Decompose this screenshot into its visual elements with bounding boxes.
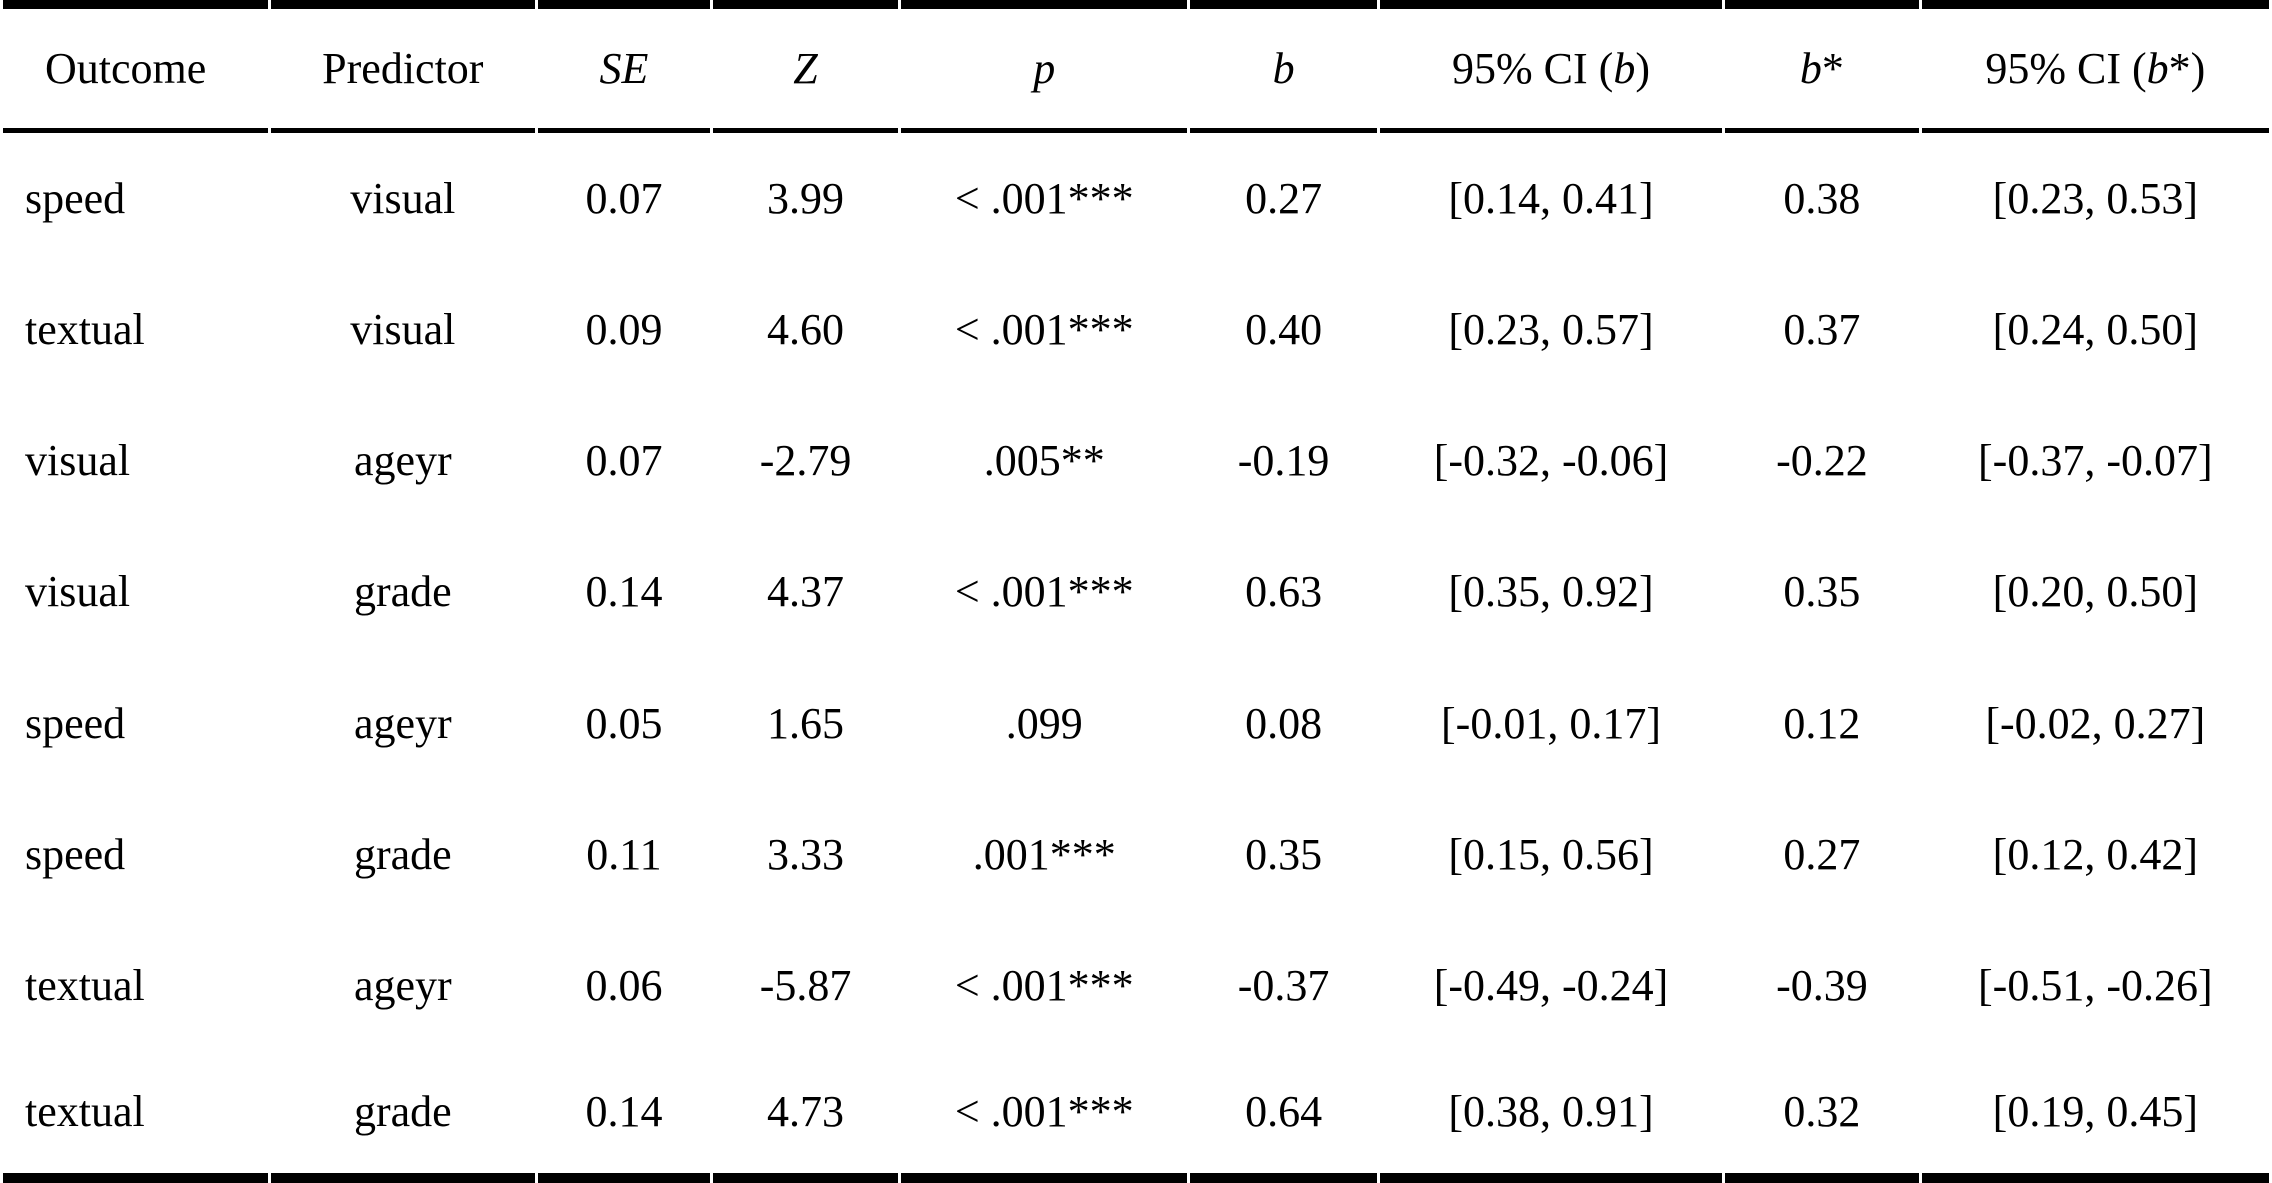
table-cell-predictor: ageyr	[353, 436, 452, 486]
table-cell-ci-b: [0.38, 0.91]	[1379, 1052, 1723, 1183]
table-cell-ci-b: [-0.32, -0.06]	[1433, 436, 1669, 486]
table-cell-predictor: ageyr	[353, 961, 452, 1011]
table-cell-z: -5.87	[759, 961, 852, 1011]
table-cell-predictor: grade	[270, 1052, 536, 1183]
table-row: textual ageyr 0.06 -5.87 < .001*** -0.37 [-0.4…	[3, 921, 2269, 1052]
table-cell-predictor: visual	[350, 173, 456, 223]
table-row: textual grade 0.14 4.73 < .001*** 0.64 [0.38, …	[3, 1052, 2269, 1183]
table-cell-b-star: -0.22	[1776, 436, 1868, 486]
table-cell-ci-b-star: [0.24, 0.50]	[1992, 304, 2198, 354]
table-row: speed visual 0.07 3.99 < .001*** 0.27 [0.14, 0…	[3, 133, 2269, 264]
table-cell-z: 4.60	[767, 304, 845, 354]
table-cell-b: -0.37	[1237, 961, 1330, 1011]
table-cell-p: < .001***	[901, 1052, 1188, 1183]
table-cell-outcome: visual	[25, 436, 131, 486]
table-cell-outcome: textual	[25, 304, 145, 354]
header-cell-ci-b: 95% CI (b)	[1379, 0, 1723, 133]
table-cell-predictor: grade	[353, 829, 452, 879]
table-cell-ci-b-star: [-0.51, -0.26]	[1978, 961, 2213, 1011]
table-cell-ci-b-star: [0.23, 0.53]	[1992, 173, 2198, 223]
table-cell-se: 0.14	[585, 567, 663, 617]
table-cell-outcome: textual	[3, 1052, 268, 1183]
table-cell-predictor: visual	[350, 304, 456, 354]
table-cell-b: 0.27	[1245, 173, 1323, 223]
table-cell-b: 0.08	[1245, 698, 1323, 748]
table-cell-b-star: 0.12	[1783, 698, 1861, 748]
table-row: textual visual 0.09 4.60 < .001*** 0.40 [0.23,…	[3, 264, 2269, 395]
table-cell-ci-b-star: [-0.37, -0.07]	[1978, 436, 2213, 486]
table-cell-z: 4.73	[712, 1052, 899, 1183]
header-cell-predictor: Predictor	[270, 0, 536, 133]
table-cell-p: < .001***	[954, 961, 1134, 1011]
table-row: visual grade 0.14 4.37 < .001*** 0.63 [0.35, 0…	[3, 527, 2269, 658]
table-cell-b: 0.35	[1245, 829, 1323, 879]
table-cell-se: 0.05	[585, 698, 663, 748]
table-cell-se: 0.09	[585, 304, 663, 354]
table-cell-ci-b-star: [0.12, 0.42]	[1992, 829, 2198, 879]
table-cell-z: -2.79	[759, 436, 852, 486]
table-cell-b: 0.40	[1245, 304, 1323, 354]
header-cell-ci-b-star: 95% CI (b*)	[1921, 0, 2269, 133]
table-cell-z: 1.65	[767, 698, 845, 748]
table-body: speed visual 0.07 3.99 < .001*** 0.27 [0.14, 0…	[3, 133, 2269, 1183]
table-cell-ci-b-star: [-0.02, 0.27]	[1985, 698, 2206, 748]
table-cell-ci-b-star: [0.20, 0.50]	[1992, 567, 2198, 617]
table-cell-ci-b-star: [0.19, 0.45]	[1921, 1052, 2269, 1183]
table-cell-b-star: 0.27	[1783, 829, 1861, 879]
table-cell-se: 0.06	[585, 961, 663, 1011]
table-row: speed ageyr 0.05 1.65 .099 0.08 [-0.01, 0.17] 0…	[3, 658, 2269, 789]
table-cell-se: 0.07	[585, 436, 663, 486]
table-cell-ci-b: [0.23, 0.57]	[1448, 304, 1654, 354]
table-cell-b-star: 0.37	[1783, 304, 1861, 354]
table-cell-p: < .001***	[954, 304, 1134, 354]
table-row: speed grade 0.11 3.33 .001*** 0.35 [0.15, 0.56…	[3, 789, 2269, 920]
table-cell-se: 0.11	[586, 829, 662, 879]
table-cell-outcome: speed	[25, 829, 126, 879]
table-cell-b-star: 0.35	[1783, 567, 1861, 617]
table-cell-b: 0.64	[1190, 1052, 1377, 1183]
header-cell-p: p	[901, 0, 1188, 133]
table-cell-p: .099	[1005, 698, 1083, 748]
header-cell-b-star: b*	[1725, 0, 1919, 133]
table-cell-p: < .001***	[954, 567, 1134, 617]
table-cell-b: 0.63	[1245, 567, 1323, 617]
table-cell-predictor: grade	[353, 567, 452, 617]
table-cell-predictor: ageyr	[353, 698, 452, 748]
table-cell-p: .001***	[972, 829, 1116, 879]
table-cell-b-star: -0.39	[1776, 961, 1868, 1011]
table-cell-se: 0.14	[538, 1052, 710, 1183]
table-cell-ci-b: [0.35, 0.92]	[1448, 567, 1654, 617]
header-cell-z: Z	[712, 0, 899, 133]
table-cell-p: < .001***	[954, 173, 1134, 223]
table-cell-b-star: 0.38	[1783, 173, 1861, 223]
header-cell-outcome: Outcome	[3, 0, 268, 133]
table-cell-z: 4.37	[767, 567, 845, 617]
table-cell-p: .005**	[983, 436, 1105, 486]
table-row: visual ageyr 0.07 -2.79 .005** -0.19 [-0.32, -…	[3, 396, 2269, 527]
table-cell-outcome: speed	[25, 698, 126, 748]
table-cell-ci-b: [0.14, 0.41]	[1448, 173, 1654, 223]
table-cell-b: -0.19	[1237, 436, 1330, 486]
header-cell-b: b	[1190, 0, 1377, 133]
table-cell-ci-b: [-0.01, 0.17]	[1441, 698, 1661, 748]
table-cell-outcome: visual	[25, 567, 131, 617]
table-cell-ci-b: [-0.49, -0.24]	[1433, 961, 1669, 1011]
table-cell-b-star: 0.32	[1725, 1052, 1919, 1183]
table-cell-outcome: speed	[25, 173, 126, 223]
table-cell-z: 3.33	[767, 829, 845, 879]
table-cell-outcome: textual	[25, 961, 145, 1011]
table-cell-se: 0.07	[585, 173, 663, 223]
header-cell-se: SE	[538, 0, 710, 133]
table-cell-ci-b: [0.15, 0.56]	[1448, 829, 1654, 879]
table-cell-z: 3.99	[767, 173, 845, 223]
